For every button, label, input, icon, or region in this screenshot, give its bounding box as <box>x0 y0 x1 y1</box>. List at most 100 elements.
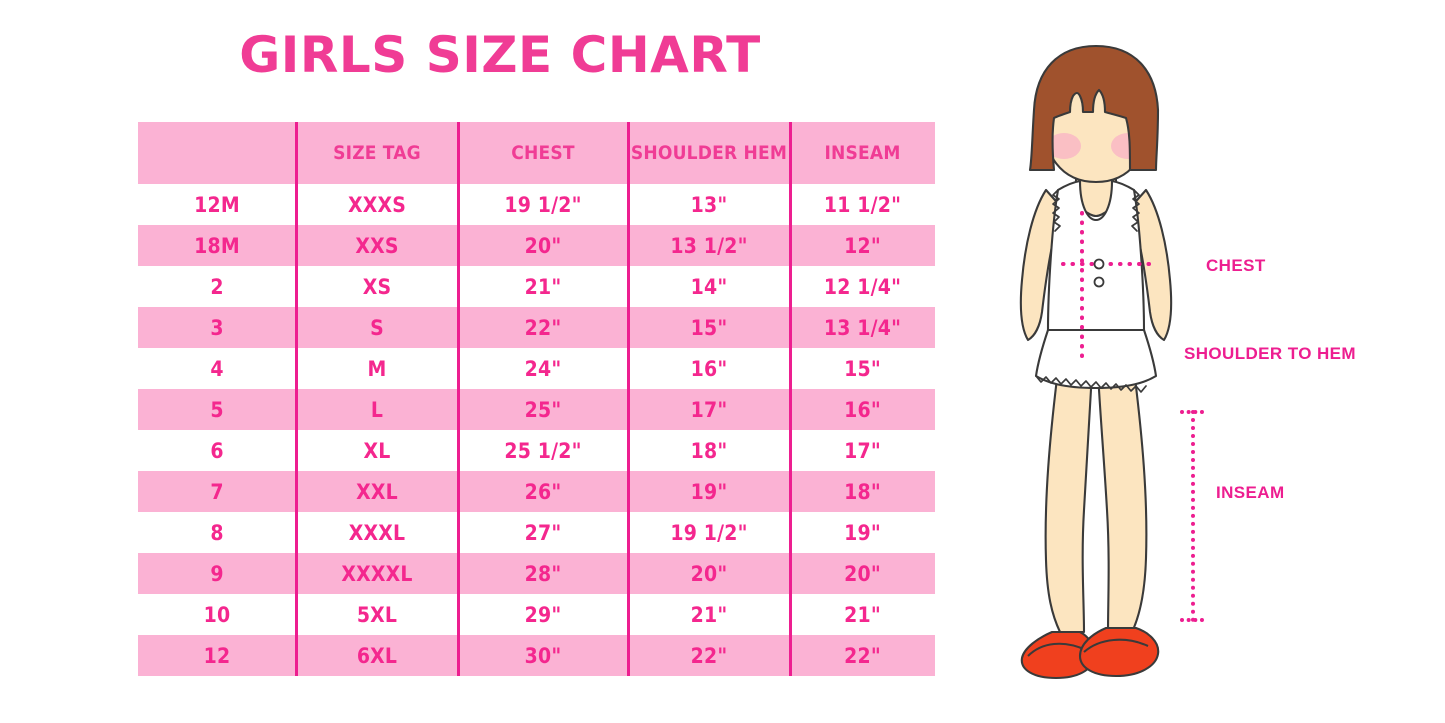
table-row: 6 XL 25 1/2" 18" 17" <box>138 430 935 471</box>
cell-size: 12 <box>138 635 296 676</box>
cell-shoulder-hem: 19 1/2" <box>628 512 790 553</box>
label-chest: CHEST <box>1206 256 1266 275</box>
cell-inseam: 18" <box>790 471 935 512</box>
cell-size-tag: XXXL <box>296 512 458 553</box>
left-shoe-strap <box>1027 642 1087 657</box>
cell-size: 8 <box>138 512 296 553</box>
column-header-chest: CHEST <box>458 122 628 184</box>
cell-chest: 21" <box>458 266 628 307</box>
cell-size-tag: XXS <box>296 225 458 266</box>
left-armhole-ruffle <box>1052 189 1061 232</box>
column-header-shoulder-hem: SHOULDER HEM <box>628 122 790 184</box>
cell-inseam: 22" <box>790 635 935 676</box>
right-leg <box>1096 368 1148 634</box>
cell-chest: 24" <box>458 348 628 389</box>
girl-illustration <box>980 40 1240 685</box>
cell-size-tag: XL <box>296 430 458 471</box>
button-lower <box>1093 276 1105 288</box>
cell-size-tag: M <box>296 348 458 389</box>
cell-shoulder-hem: 20" <box>628 553 790 594</box>
skirt-hem-scallop <box>1035 375 1147 393</box>
cell-chest: 28" <box>458 553 628 594</box>
cell-shoulder-hem: 14" <box>628 266 790 307</box>
column-divider-3 <box>627 122 630 676</box>
top-garment <box>1046 179 1146 332</box>
cell-chest: 25" <box>458 389 628 430</box>
cell-size-tag: 6XL <box>296 635 458 676</box>
cell-chest: 30" <box>458 635 628 676</box>
button-upper <box>1093 258 1105 270</box>
label-inseam: INSEAM <box>1216 483 1285 502</box>
table-row: 5 L 25" 17" 16" <box>138 389 935 430</box>
column-header-size <box>138 122 296 184</box>
inseam-bracket <box>1180 410 1206 622</box>
hair <box>1028 44 1160 172</box>
table-row: 7 XXL 26" 19" 18" <box>138 471 935 512</box>
table-row: 18M XXS 20" 13 1/2" 12" <box>138 225 935 266</box>
cell-inseam: 12" <box>790 225 935 266</box>
cell-inseam: 21" <box>790 594 935 635</box>
cell-inseam: 20" <box>790 553 935 594</box>
table-row: 2 XS 21" 14" 12 1/4" <box>138 266 935 307</box>
cell-size-tag: XXL <box>296 471 458 512</box>
left-blush <box>1047 133 1081 159</box>
table-row: 12M XXXS 19 1/2" 13" 11 1/2" <box>138 184 935 225</box>
cell-shoulder-hem: 18" <box>628 430 790 471</box>
cell-shoulder-hem: 13 1/2" <box>628 225 790 266</box>
table-row: 4 M 24" 16" 15" <box>138 348 935 389</box>
cell-inseam: 15" <box>790 348 935 389</box>
cell-shoulder-hem: 13" <box>628 184 790 225</box>
column-header-inseam: INSEAM <box>790 122 935 184</box>
cell-size-tag: L <box>296 389 458 430</box>
cell-chest: 22" <box>458 307 628 348</box>
cell-size: 9 <box>138 553 296 594</box>
cell-size-tag: S <box>296 307 458 348</box>
column-divider-1 <box>295 122 298 676</box>
cell-shoulder-hem: 21" <box>628 594 790 635</box>
cell-size: 4 <box>138 348 296 389</box>
table-body: 12M XXXS 19 1/2" 13" 11 1/2" 18M XXS 20" 13 1/2"… <box>138 184 935 676</box>
cell-size-tag: XXXS <box>296 184 458 225</box>
cell-inseam: 13 1/4" <box>790 307 935 348</box>
cell-inseam: 11 1/2" <box>790 184 935 225</box>
table-row: 9 XXXXL 28" 20" 20" <box>138 553 935 594</box>
column-divider-4 <box>789 122 792 676</box>
cell-chest: 27" <box>458 512 628 553</box>
left-arm <box>1019 188 1064 342</box>
column-divider-2 <box>457 122 460 676</box>
cell-inseam: 19" <box>790 512 935 553</box>
cell-size-tag: XXXXL <box>296 553 458 594</box>
column-header-size-tag: SIZE TAG <box>296 122 458 184</box>
table-row: 8 XXXL 27" 19 1/2" 19" <box>138 512 935 553</box>
cell-shoulder-hem: 19" <box>628 471 790 512</box>
skirt <box>1034 328 1158 390</box>
table-header-row: SIZE TAG CHEST SHOULDER HEM INSEAM <box>138 122 935 184</box>
page-title: GIRLS SIZE CHART <box>239 26 761 84</box>
cell-size: 6 <box>138 430 296 471</box>
table-row: 12 6XL 30" 22" 22" <box>138 635 935 676</box>
cell-chest: 25 1/2" <box>458 430 628 471</box>
cell-inseam: 17" <box>790 430 935 471</box>
cell-chest: 26" <box>458 471 628 512</box>
table-row: 3 S 22" 15" 13 1/4" <box>138 307 935 348</box>
cell-inseam: 12 1/4" <box>790 266 935 307</box>
cell-shoulder-hem: 17" <box>628 389 790 430</box>
cell-size: 3 <box>138 307 296 348</box>
inseam-bracket-bottom-cap <box>1180 618 1204 622</box>
left-leg <box>1044 368 1094 634</box>
cell-shoulder-hem: 22" <box>628 635 790 676</box>
cell-shoulder-hem: 15" <box>628 307 790 348</box>
size-chart-table: SIZE TAG CHEST SHOULDER HEM INSEAM 12M XX… <box>138 122 935 676</box>
cell-chest: 20" <box>458 225 628 266</box>
right-armhole-ruffle <box>1131 189 1140 232</box>
cell-size: 10 <box>138 594 296 635</box>
cell-chest: 19 1/2" <box>458 184 628 225</box>
cell-size: 7 <box>138 471 296 512</box>
cell-size: 5 <box>138 389 296 430</box>
cell-size-tag: XS <box>296 266 458 307</box>
label-shoulder-to-hem: SHOULDER TO HEM <box>1184 344 1356 363</box>
right-shoe <box>1078 626 1160 678</box>
cell-inseam: 16" <box>790 389 935 430</box>
cell-size-tag: 5XL <box>296 594 458 635</box>
